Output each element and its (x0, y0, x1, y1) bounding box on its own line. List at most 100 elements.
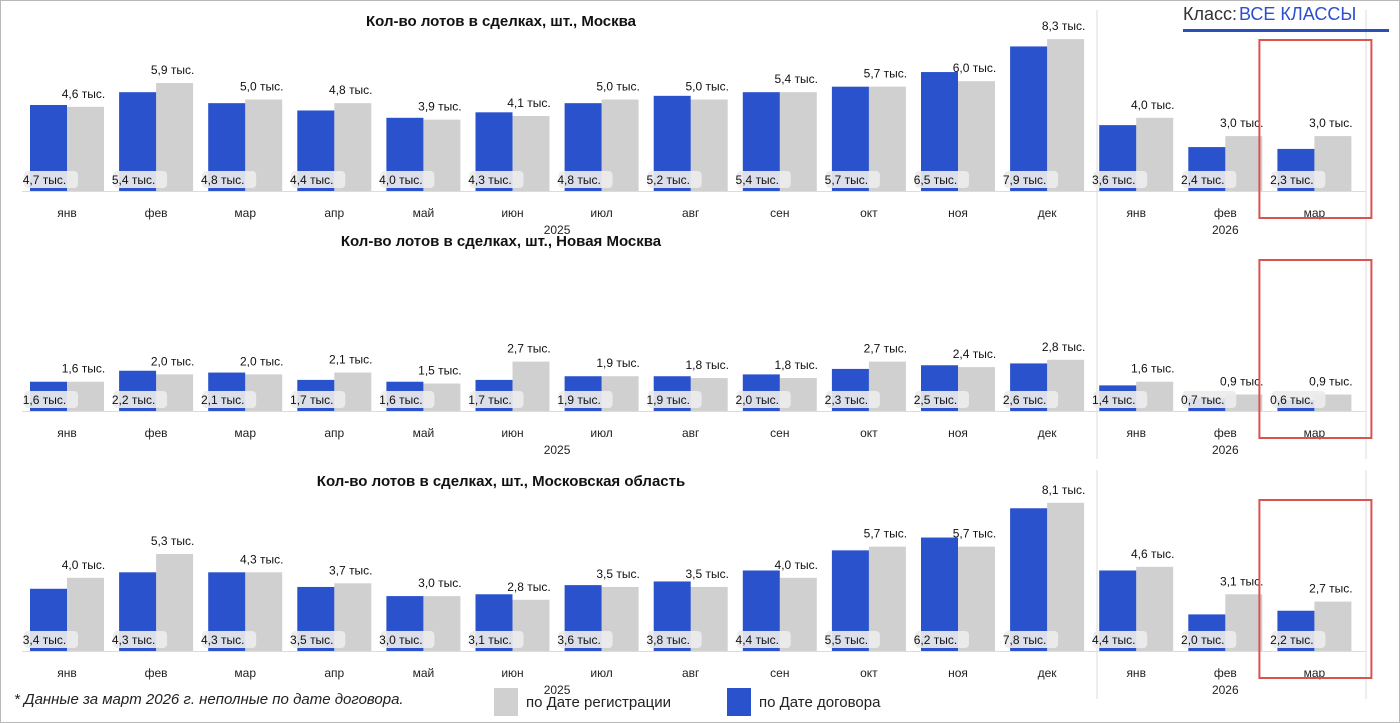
data-label-contract: 4,4 тыс. (1092, 633, 1135, 647)
year-label-2025: 2025 (544, 223, 571, 237)
data-label-bg (558, 171, 613, 188)
year-label-2026: 2026 (1212, 223, 1239, 237)
data-label-contract: 4,7 тыс. (23, 173, 66, 187)
class-filter[interactable]: Класс: ВСЕ КЛАССЫ (1183, 3, 1389, 32)
data-label-bg (202, 631, 257, 648)
data-label-bg (113, 391, 168, 408)
data-label-bg (469, 631, 524, 648)
data-label-bg (380, 171, 435, 188)
data-label-bg (380, 391, 435, 408)
highlight-box (1258, 39, 1373, 219)
data-label-registration: 2,1 тыс. (329, 353, 372, 367)
tick-label-9: сен (770, 426, 789, 440)
data-label-bg (1271, 171, 1326, 188)
tick-label-6: июн (501, 206, 523, 220)
data-label-contract: 1,9 тыс. (646, 393, 689, 407)
tick-label-4: апр (324, 206, 344, 220)
data-label-bg (291, 631, 346, 648)
data-label-contract: 2,6 тыс. (1003, 393, 1046, 407)
data-label-contract: 3,1 тыс. (468, 633, 511, 647)
data-label-contract: 2,0 тыс. (1181, 633, 1224, 647)
data-label-bg (1093, 391, 1148, 408)
bar-contract-12 (1010, 46, 1048, 192)
data-label-registration: 2,8 тыс. (507, 580, 550, 594)
tick-label-15: мар (1304, 426, 1326, 440)
tick-label-14: фев (1214, 206, 1237, 220)
class-filter-label: Класс: (1183, 4, 1237, 24)
tick-label-10: окт (860, 426, 878, 440)
data-label-registration: 4,6 тыс. (62, 87, 105, 101)
data-label-bg (1093, 631, 1148, 648)
data-label-contract: 3,8 тыс. (646, 633, 689, 647)
data-label-bg (558, 391, 613, 408)
tick-label-11: ноя (948, 206, 968, 220)
data-label-contract: 4,3 тыс. (468, 173, 511, 187)
tick-label-13: янв (1126, 426, 1146, 440)
data-label-bg (558, 631, 613, 648)
data-label-contract: 4,4 тыс. (736, 633, 779, 647)
legend-item-contract[interactable]: по Дате договора (727, 688, 880, 716)
tick-label-3: мар (234, 426, 256, 440)
data-label-bg (736, 631, 791, 648)
data-label-registration: 1,8 тыс. (685, 358, 728, 372)
data-label-bg (647, 171, 702, 188)
data-label-contract: 2,3 тыс. (1270, 173, 1313, 187)
data-label-registration: 4,0 тыс. (775, 558, 818, 572)
data-label-bg (1182, 171, 1237, 188)
class-filter-value[interactable]: ВСЕ КЛАССЫ (1239, 4, 1357, 24)
data-label-registration: 5,9 тыс. (151, 63, 194, 77)
data-label-bg (113, 171, 168, 188)
tick-label-15: мар (1304, 666, 1326, 680)
data-label-registration: 1,6 тыс. (1131, 362, 1174, 376)
data-label-contract: 2,2 тыс. (112, 393, 155, 407)
data-label-bg (647, 391, 702, 408)
tick-label-4: апр (324, 426, 344, 440)
tick-label-8: авг (682, 206, 700, 220)
data-label-registration: 0,9 тыс. (1220, 375, 1263, 389)
data-label-contract: 3,6 тыс. (557, 633, 600, 647)
data-label-contract: 2,4 тыс. (1181, 173, 1224, 187)
chart-panel-2: Кол-во лотов в сделках, шт., Новая Москв… (22, 230, 1373, 459)
data-label-bg (1271, 631, 1326, 648)
data-label-contract: 1,7 тыс. (290, 393, 333, 407)
data-label-registration: 5,7 тыс. (953, 527, 996, 541)
data-label-registration: 2,7 тыс. (864, 342, 907, 356)
data-label-registration: 3,0 тыс. (1220, 116, 1263, 130)
data-label-contract: 5,2 тыс. (646, 173, 689, 187)
tick-label-15: мар (1304, 206, 1326, 220)
data-label-registration: 2,0 тыс. (240, 354, 283, 368)
tick-label-5: май (413, 206, 435, 220)
legend-item-registration[interactable]: по Дате регистрации (494, 688, 671, 716)
data-label-bg (1004, 171, 1059, 188)
data-label-registration: 5,0 тыс. (596, 80, 639, 94)
data-label-bg (825, 391, 880, 408)
tick-label-2: фев (145, 206, 168, 220)
data-label-contract: 6,2 тыс. (914, 633, 957, 647)
data-label-registration: 5,0 тыс. (240, 80, 283, 94)
tick-label-12: дек (1038, 206, 1058, 220)
data-label-registration: 2,0 тыс. (151, 354, 194, 368)
data-label-bg (1004, 391, 1059, 408)
data-label-registration: 4,8 тыс. (329, 83, 372, 97)
data-label-registration: 3,9 тыс. (418, 100, 461, 114)
data-label-bg (1182, 631, 1237, 648)
data-label-registration: 5,7 тыс. (864, 67, 907, 81)
data-label-contract: 3,5 тыс. (290, 633, 333, 647)
legend-label-registration: по Дате регистрации (526, 693, 671, 711)
data-label-contract: 5,4 тыс. (112, 173, 155, 187)
data-label-contract: 4,4 тыс. (290, 173, 333, 187)
data-label-registration: 1,6 тыс. (62, 362, 105, 376)
data-label-bg (469, 391, 524, 408)
data-label-bg (291, 391, 346, 408)
tick-label-5: май (413, 666, 435, 680)
year-label-2025: 2025 (544, 443, 571, 457)
tick-label-3: мар (234, 666, 256, 680)
tick-label-13: янв (1126, 666, 1146, 680)
year-label-2026: 2026 (1212, 443, 1239, 457)
data-label-contract: 4,8 тыс. (201, 173, 244, 187)
chart-panel-3: Кол-во лотов в сделках, шт., Московская … (22, 470, 1373, 699)
data-label-registration: 3,0 тыс. (418, 576, 461, 590)
data-label-bg (113, 631, 168, 648)
data-label-contract: 7,9 тыс. (1003, 173, 1046, 187)
tick-label-2: фев (145, 666, 168, 680)
